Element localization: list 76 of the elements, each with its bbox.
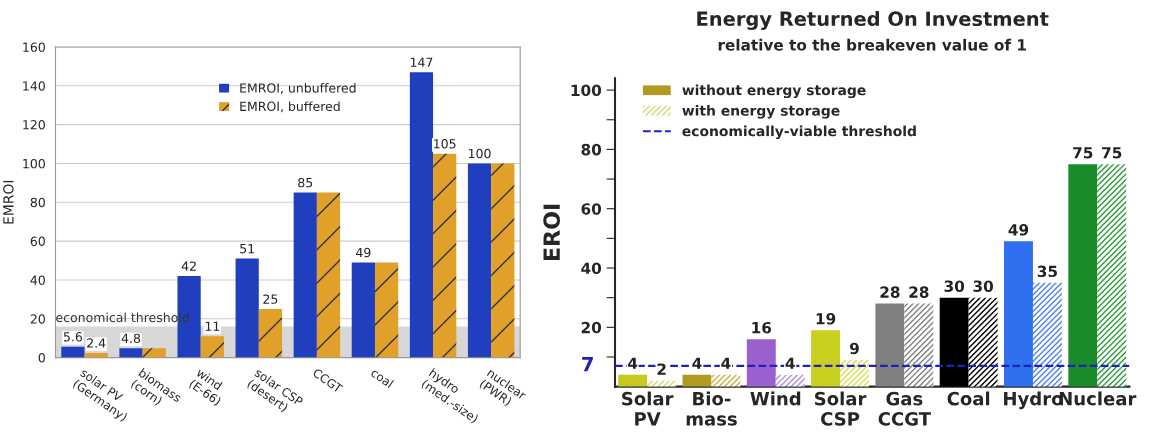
bar (293, 192, 317, 358)
legend-label: with energy storage (682, 105, 840, 119)
text: 7 (582, 357, 593, 372)
y-axis-title: EMROI (3, 180, 14, 224)
x-tick-label: Solar CSP (815, 391, 867, 426)
x-tick-label: Gas CCGT (878, 391, 931, 426)
y-tick-label: 20 (30, 314, 45, 324)
data-label: 75 (1102, 147, 1122, 159)
data-label: 30 (973, 280, 994, 292)
bar (316, 192, 341, 358)
data-label: 4 (785, 357, 795, 369)
y-tick-label: 80 (30, 197, 45, 208)
data-label: 5.6 (63, 332, 83, 342)
bar (433, 153, 457, 358)
data-label: 19 (816, 313, 836, 325)
bar (119, 348, 143, 358)
y-tick-label: 0 (38, 353, 45, 363)
data-label: 4 (692, 357, 702, 369)
y-tick-label: 80 (581, 143, 602, 156)
x-tick-label: Solar PV (622, 391, 674, 426)
y-tick-label: 20 (581, 321, 602, 334)
data-label: 42 (181, 261, 196, 271)
data-label: 100 (468, 148, 491, 159)
data-label: 51 (240, 244, 254, 254)
bar (467, 163, 492, 358)
chart-subtitle: relative to the breakeven value of 1 (718, 38, 1026, 51)
x-tick-label: coal (370, 367, 394, 389)
y-tick-label: 140 (23, 81, 45, 91)
x-tick-label: Coal (947, 391, 990, 406)
data-label: 85 (298, 177, 313, 188)
data-label: 11 (205, 321, 220, 331)
bar (840, 359, 869, 387)
data-label: 75 (1073, 147, 1093, 159)
data-label: 9 (849, 342, 859, 355)
data-label: 4.8 (121, 333, 141, 344)
bar (491, 163, 515, 358)
bar (682, 374, 712, 387)
y-tick-label: 100 (23, 158, 45, 169)
chart-title: Energy Returned On Investment (697, 11, 1049, 30)
legend-label: economically-viable threshold (682, 125, 916, 140)
data-label: 25 (263, 294, 278, 304)
bar (775, 374, 805, 387)
bar (235, 258, 259, 358)
legend-label: without energy storage (682, 84, 866, 99)
data-label: 35 (1037, 265, 1057, 278)
y-axis-title: EROI (543, 204, 561, 261)
data-label: 147 (410, 57, 433, 67)
data-label: 49 (356, 247, 371, 258)
data-label: 2 (657, 363, 666, 375)
y-tick-label: 120 (23, 120, 45, 130)
data-label: 2.4 (87, 338, 106, 348)
bar (711, 374, 741, 387)
data-label: 16 (752, 321, 772, 334)
y-tick-label: 40 (30, 275, 45, 285)
bar (618, 374, 648, 387)
y-tick-label: 160 (23, 42, 45, 52)
y-tick-label: 40 (581, 262, 602, 275)
data-label: 4 (721, 357, 731, 369)
bar (61, 346, 85, 358)
y-tick-label: 60 (581, 203, 602, 215)
data-label: 28 (880, 286, 900, 298)
legend-label: EMROI, unbuffered (240, 83, 356, 94)
bar (1032, 282, 1062, 387)
y-tick-label: 100 (571, 84, 602, 97)
data-label: 105 (434, 139, 456, 149)
bar (351, 262, 375, 358)
x-tick-label: Bio- mass (686, 391, 737, 426)
bar (142, 348, 166, 358)
data-label: 28 (909, 286, 929, 298)
y-tick-label: 60 (30, 236, 45, 247)
x-tick-label: Wind (750, 391, 801, 406)
legend-label: EMROI, buffered (240, 101, 340, 113)
data-label: 30 (944, 280, 965, 292)
data-label: 4 (628, 357, 638, 369)
data-label: 49 (1008, 224, 1029, 236)
bar (374, 262, 399, 358)
